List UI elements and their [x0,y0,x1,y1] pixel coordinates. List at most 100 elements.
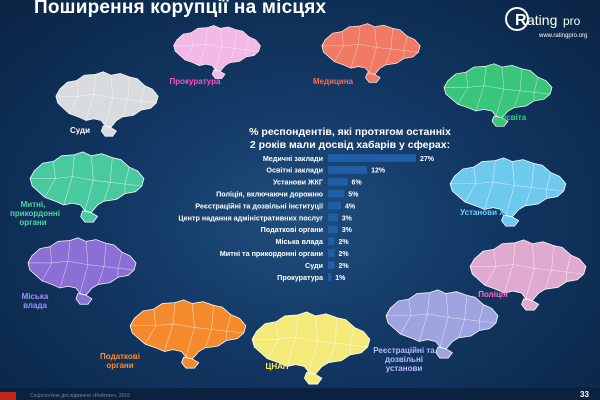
ukraine-map-icon [27,237,137,305]
ukraine-outline [129,299,247,360]
logo-suffix: pro [563,14,581,28]
map-reiestratsiini [384,288,500,360]
region-border [28,260,135,271]
bar [328,166,368,174]
crimea-outline [365,72,381,83]
ukraine-outline [173,25,261,72]
value-label: 1% [335,275,346,282]
map-prokuratura [172,24,262,80]
chart-subtitle-line-1: % респондентів, які протягом останніх [249,126,451,138]
page-number: 33 [580,390,589,399]
region-border [130,323,244,334]
region-border [55,94,157,104]
map-miska-vlada [26,236,138,306]
category-label: Суди [305,261,323,270]
map-osvita [442,62,554,128]
ukraine-outline [55,71,159,128]
region-border [450,181,564,192]
region-border [386,313,496,324]
chart-subtitle-line-2: 2 років мали досвід хабарів у сферах: [249,139,451,151]
region-border [444,85,551,95]
ukraine-outline [29,151,145,214]
map-label-prokuratura: Прокуратура [169,77,221,86]
crimea-outline [181,356,200,369]
region-border [252,337,368,348]
region-border [30,176,142,187]
value-label: 12% [371,168,386,175]
map-ustanovy-zhkg [448,156,568,228]
map-sudy [54,70,160,138]
ukraine-outline [469,239,587,302]
ukraine-outline [449,157,567,218]
ukraine-map-icon [469,239,587,311]
category-label: Міська влада [276,237,324,246]
value-label: 4% [345,203,356,210]
ukraine-outline [443,63,553,119]
category-label: Реєстраційні та дозвільні інституції [195,201,324,210]
ukraine-outline [321,23,421,75]
map-politsiia [468,238,588,312]
category-label: Освітні заклади [266,166,323,175]
footer-accent [0,392,16,400]
crimea-outline [303,371,323,385]
crimea-outline [435,346,453,359]
ukraine-map-icon [443,63,553,127]
page-title: Поширення корупції на місцях [34,0,327,18]
category-label: Прокуратура [277,273,324,282]
rating-logo-mark: R ating pro [505,7,581,31]
map-tsnap [250,310,372,386]
category-label: Поліція, включаючи дорожню [216,190,323,199]
crimea-outline [100,125,117,137]
region-border [173,43,259,52]
map-label-medytsyna: Медицина [312,77,354,86]
bar [328,261,335,269]
category-label: Установи ЖКГ [273,178,323,187]
value-label: 2% [339,251,350,258]
bar [328,273,332,281]
value-label: 2% [339,263,350,270]
region-border [321,44,419,53]
bar [328,154,416,162]
map-label-reiestratsiini: Реєстраційні та дозвільні установи [373,346,435,374]
ukraine-map-icon [129,299,247,369]
value-label: 3% [342,227,353,234]
map-mytni [28,150,146,224]
bar [328,249,335,257]
logo-url: www.ratingpro.org [539,33,588,39]
ukraine-map-icon [449,157,567,227]
map-podatkovi [128,298,248,370]
ukraine-outline [27,237,137,296]
map-label-podatkovi: Податкові органи [100,352,140,371]
category-label: Податкові органи [261,225,323,234]
category-label: Медичні заклади [263,154,323,163]
map-label-ustanovy-zhkg: Установи ЖКГ [460,208,516,217]
category-label: Центр надання адміністративних послуг [178,213,323,222]
bar [328,189,345,198]
logo-r-glyph: R [515,12,527,29]
logo-text: ating [527,12,557,28]
map-label-miska-vlada: Міська влада [21,292,49,311]
ukraine-map-icon [385,289,499,359]
bar [328,178,348,186]
crimea-outline [75,293,93,305]
crimea-outline [80,210,99,223]
value-label: 5% [348,192,359,199]
ukraine-map-icon [173,25,261,79]
ukraine-outline [251,311,371,375]
map-label-sudy: Суди [69,126,91,135]
value-label: 2% [339,239,350,246]
crimea-outline [491,115,509,127]
footer-text: Соціологічне дослідження «Рейтинг», 2016 [30,393,130,399]
bar [328,225,338,234]
map-medytsyna [320,22,422,84]
category-label: Митні та прикордонні органи [220,249,323,258]
ukraine-map-icon [251,311,371,385]
rating-logo: R ating pro www.ratingpro.org [505,6,595,46]
bar [328,201,342,210]
region-border [470,264,584,275]
bar [328,213,338,222]
crimea-outline [521,298,540,311]
crimea-outline [501,214,520,227]
